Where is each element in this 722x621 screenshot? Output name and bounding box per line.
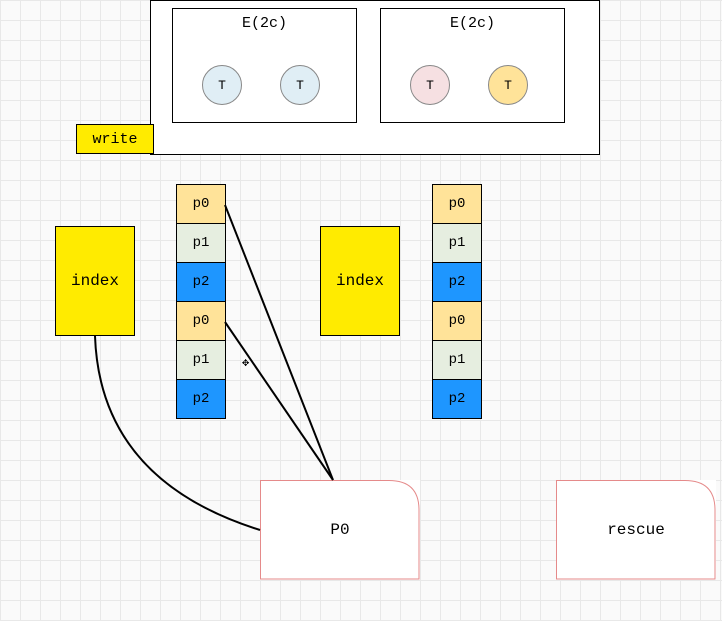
page-stack: p0 p1 p2 p0 p1 p2	[432, 184, 482, 419]
index-box: index	[55, 226, 135, 336]
thread-label: T	[426, 78, 434, 93]
write-box: write	[76, 124, 154, 154]
rounded-box: rescue	[556, 480, 716, 580]
e-group-label: E(2c)	[242, 15, 287, 32]
e-group: E(2c)	[172, 8, 357, 123]
page-cell: p2	[176, 262, 226, 302]
diagram-stage: E(2c)TTE(2c)TTwriteindexindexp0p1p2p0p1p…	[0, 0, 722, 621]
page-cell-label: p2	[193, 391, 210, 407]
index-label: index	[71, 272, 119, 290]
page-cell-label: p0	[449, 196, 466, 212]
page-cell: p1	[176, 223, 226, 263]
page-cell-label: p2	[449, 274, 466, 290]
thread-circle: T	[488, 65, 528, 105]
rounded-box-label: P0	[330, 521, 349, 539]
page-cell: p0	[432, 184, 482, 224]
page-cell-label: p1	[449, 352, 466, 368]
page-cell: p0	[176, 301, 226, 341]
page-cell: p1	[176, 340, 226, 380]
page-cell-label: p0	[449, 313, 466, 329]
page-cell-label: p1	[193, 352, 210, 368]
rounded-box: P0	[260, 480, 420, 580]
page-cell-label: p0	[193, 196, 210, 212]
page-stack: p0 p1 p2 p0 p1 p2	[176, 184, 226, 419]
index-label: index	[336, 272, 384, 290]
page-cell: p1	[432, 223, 482, 263]
page-cell-label: p1	[449, 235, 466, 251]
thread-label: T	[504, 78, 512, 93]
thread-circle: T	[202, 65, 242, 105]
page-cell: p2	[432, 379, 482, 419]
page-cell: p2	[176, 379, 226, 419]
thread-label: T	[218, 78, 226, 93]
page-cell-label: p1	[193, 235, 210, 251]
write-label: write	[92, 131, 137, 148]
page-cell: p0	[432, 301, 482, 341]
page-cell: p2	[432, 262, 482, 302]
page-cell-label: p0	[193, 313, 210, 329]
page-cell: p0	[176, 184, 226, 224]
page-cell-label: p2	[449, 391, 466, 407]
thread-circle: T	[410, 65, 450, 105]
move-cursor-icon: ✥	[242, 355, 249, 370]
rounded-box-label: rescue	[607, 521, 665, 539]
index-box: index	[320, 226, 400, 336]
page-cell-label: p2	[193, 274, 210, 290]
e-group: E(2c)	[380, 8, 565, 123]
thread-circle: T	[280, 65, 320, 105]
thread-label: T	[296, 78, 304, 93]
page-cell: p1	[432, 340, 482, 380]
e-group-label: E(2c)	[450, 15, 495, 32]
